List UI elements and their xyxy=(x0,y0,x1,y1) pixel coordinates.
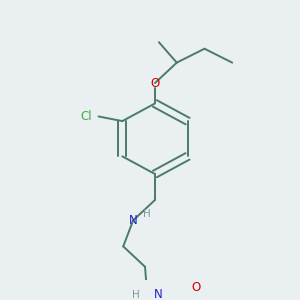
Text: N: N xyxy=(129,214,137,227)
Text: Cl: Cl xyxy=(80,110,92,123)
Text: N: N xyxy=(154,288,163,300)
Text: H: H xyxy=(132,290,140,300)
Text: H: H xyxy=(143,209,151,219)
Text: O: O xyxy=(191,281,200,294)
Text: O: O xyxy=(150,76,160,90)
